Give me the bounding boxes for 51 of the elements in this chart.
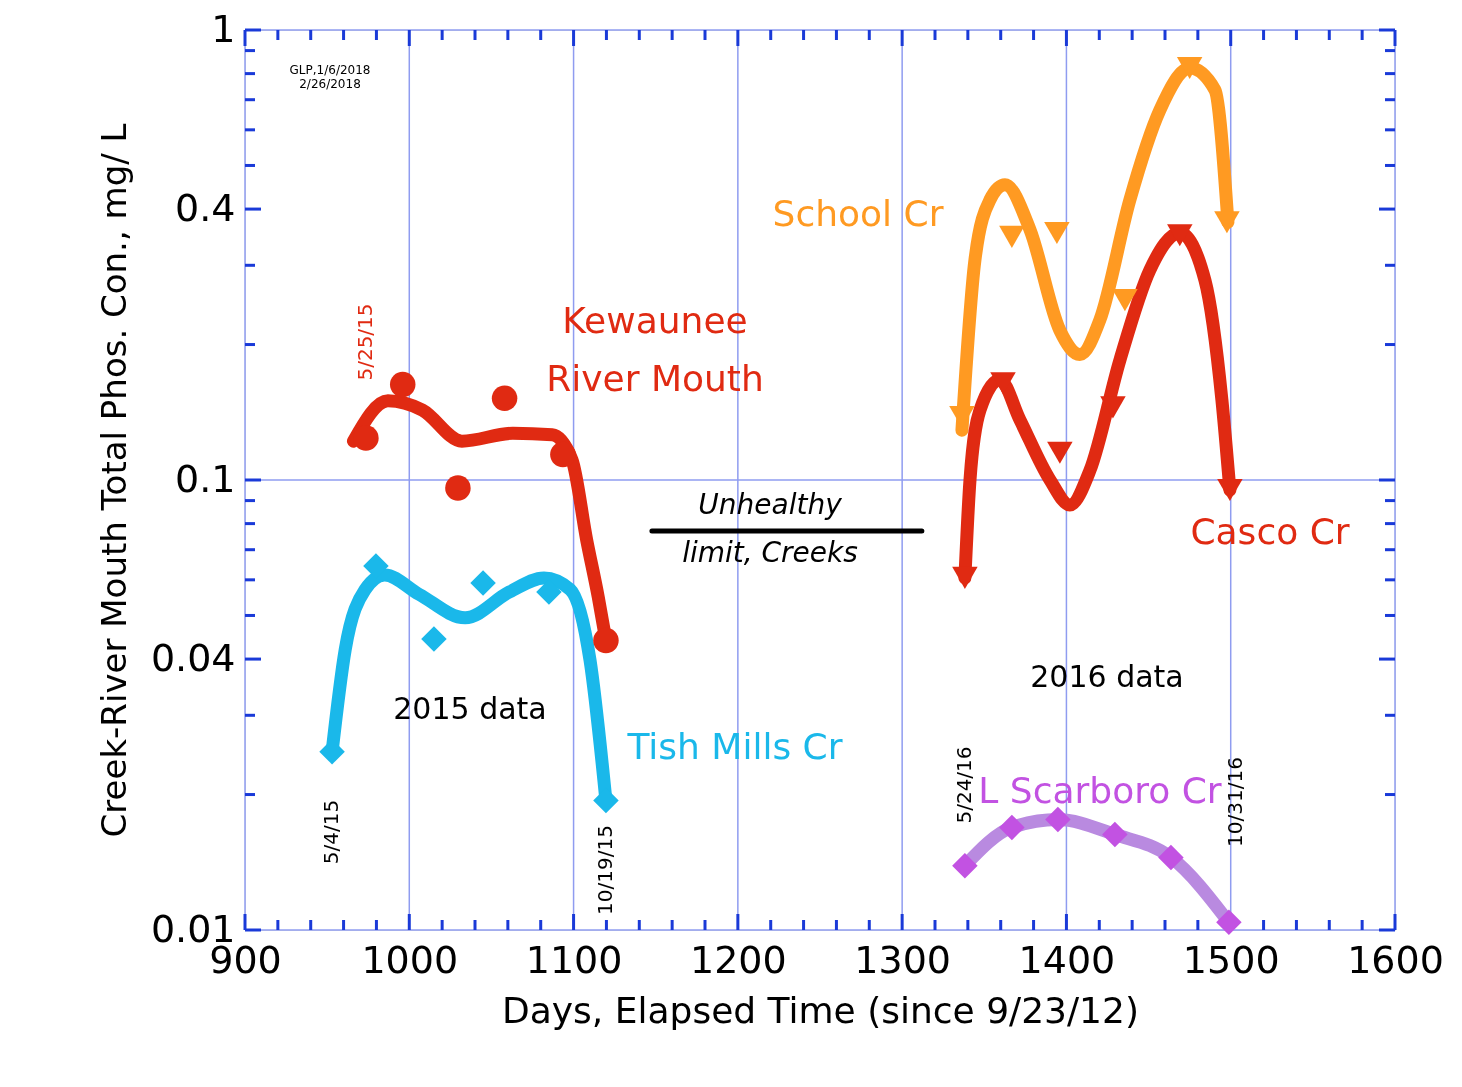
point [1176,57,1203,80]
point [1216,909,1242,936]
annotation: 10/31/16 [1223,757,1247,847]
y-tick-label: 0.1 [175,456,236,501]
series-label: Unhealthy limit, Creeks [682,488,858,569]
annotation: 5/24/16 [952,746,976,824]
annotation: 2015 data [393,691,547,726]
point [1217,478,1243,502]
point [550,441,576,468]
y-tick-label: 0.04 [150,635,236,680]
point [1045,806,1071,833]
x-tick-label: 1100 [525,937,623,982]
point [1214,211,1240,234]
x-axis-title: Days, Elapsed Time (since 9/23/12) [502,989,1139,1031]
point [952,852,978,879]
annotation: 5/25/15 [353,303,377,381]
x-tick-label: 1600 [1347,937,1444,982]
point [1047,441,1073,464]
point [1167,224,1193,247]
series-label: Tish Mills Cr [626,726,843,767]
point [1112,289,1138,312]
annotation: 2016 data [1030,659,1184,694]
annotation: 10/19/15 [593,825,617,915]
x-tick-label: 1400 [1018,937,1116,982]
series-label: School Cr [772,193,944,234]
x-tick-label: 1000 [361,937,459,982]
point [999,225,1025,248]
point [491,385,518,411]
point [470,570,496,596]
point [990,372,1016,395]
x-tick-label: 1300 [854,937,951,982]
y-tick-label: 0.4 [175,185,236,230]
annotation: GLP,1/6/2018 2/26/2018 [289,63,371,92]
x-tick-label: 1500 [1182,937,1280,982]
point [353,425,379,451]
point [445,475,471,501]
point [952,566,978,589]
point [1100,396,1126,419]
x-tick-label: 1200 [690,937,787,982]
series-label: Kewaunee River Mouth [546,300,764,399]
point [421,626,447,652]
point [1102,821,1128,848]
point [593,627,619,654]
y-axis-title: Creek-River Mouth Total Phos. Con., mg/ L [93,123,134,838]
annotation: 5/4/15 [319,799,343,865]
point [1158,844,1184,871]
point [999,814,1025,841]
series-label: Casco Cr [1190,511,1350,552]
point [389,371,416,398]
y-tick-label: 1 [211,6,236,51]
point [1044,221,1070,244]
